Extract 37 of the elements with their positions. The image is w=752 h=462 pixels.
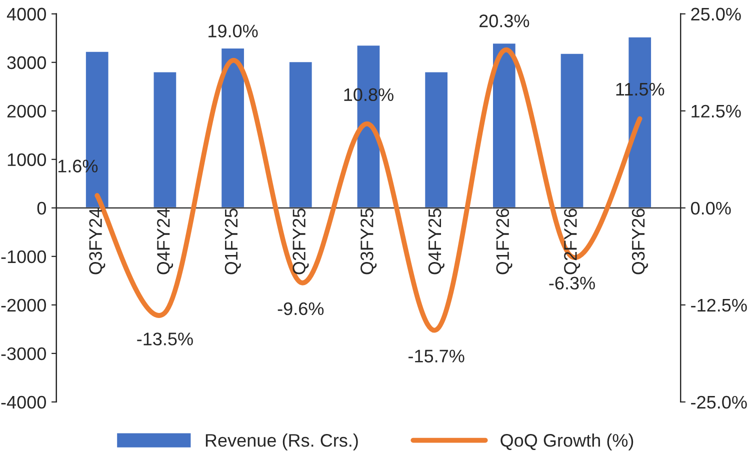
- bar: [152, 70, 178, 209]
- x-tick-label: Q4FY25: [428, 208, 444, 274]
- y-tick-label: 2000: [7, 104, 46, 118]
- y-tick-label: 4000: [6, 8, 46, 21]
- x-tick-label: Q1FY25: [224, 208, 241, 274]
- legend-label: Revenue (Rs. Crs.): [206, 434, 358, 450]
- y-tick-label: -3000: [1, 347, 46, 360]
- y-tick-label: -1000: [1, 250, 46, 264]
- y-tick-label: 1000: [8, 153, 46, 166]
- x-tick-label: Q2FY26: [564, 208, 580, 274]
- data-label: 19.0%: [208, 24, 258, 38]
- x-tick-label: Q2FY25: [292, 208, 309, 274]
- x-tick-label: Q1FY26: [496, 208, 512, 274]
- y2-tick-label: 12.5%: [692, 104, 741, 118]
- y2-tick-label: -12.5%: [691, 298, 747, 312]
- data-label: 20.3%: [479, 14, 530, 28]
- legend-label: QoQ Growth (%): [500, 434, 634, 450]
- x-tick-label: Q3FY26: [632, 208, 648, 274]
- y-tick-label: -2000: [1, 298, 46, 312]
- y-tick-label: 0: [37, 202, 46, 215]
- x-tick-label: Q4FY24: [157, 208, 174, 274]
- data-label: -9.6%: [278, 302, 324, 316]
- y-tick-label: 3000: [7, 56, 46, 70]
- bar: [288, 60, 314, 209]
- x-tick-label: Q3FY25: [360, 208, 377, 274]
- bar: [559, 52, 585, 209]
- data-label: -13.5%: [137, 332, 193, 346]
- data-label: -6.3%: [549, 276, 595, 290]
- x-tick-label: Q3FY24: [89, 208, 106, 274]
- y2-tick-label: -25.0%: [691, 396, 747, 409]
- y2-tick-label: 25.0%: [691, 8, 741, 21]
- bar: [220, 47, 246, 209]
- bar: [492, 42, 517, 209]
- y2-tick-label: 0.0%: [690, 202, 731, 215]
- data-label: -15.7%: [408, 350, 464, 362]
- y-tick-label: -4000: [1, 396, 46, 409]
- bar: [424, 70, 449, 209]
